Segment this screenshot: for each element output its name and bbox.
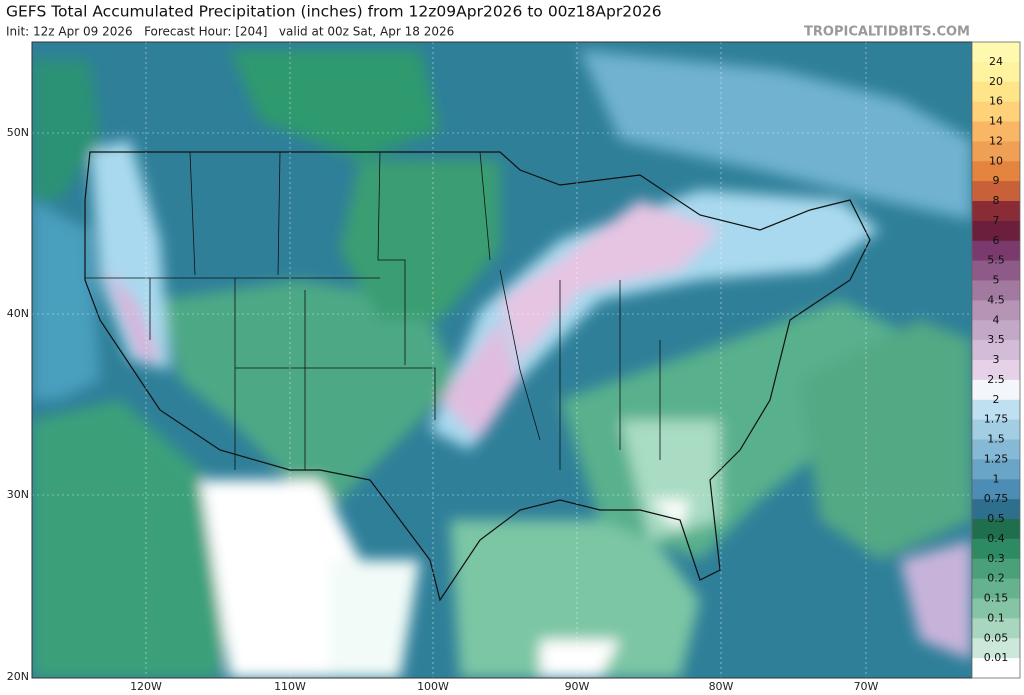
colorbar-swatch [972, 181, 1020, 202]
colorbar-label: 24 [989, 55, 1003, 68]
colorbar-label: 10 [989, 154, 1003, 167]
colorbar-swatch [972, 101, 1020, 122]
colorbar-swatch [972, 618, 1020, 639]
colorbar-label: 0.15 [984, 592, 1009, 605]
lon-label: 100W [417, 680, 449, 693]
colorbar-swatch [972, 379, 1020, 401]
site-credit: TROPICALTIDBITS.COM [804, 25, 970, 40]
init-line: Init: 12z Apr 09 2026 Forecast Hour: [20… [6, 25, 454, 39]
colorbar-label: 0.4 [987, 532, 1005, 545]
colorbar-label: 3 [993, 353, 1000, 366]
lon-label: 80W [709, 680, 734, 693]
colorbar-label: 6 [993, 234, 1000, 247]
colorbar-swatch [972, 61, 1020, 83]
lon-label: 70W [854, 680, 879, 693]
colorbar-label: 1 [993, 472, 1000, 485]
colorbar-label: 5 [993, 274, 1000, 287]
colorbar-swatch [972, 280, 1020, 301]
colorbar-label: 0.5 [987, 512, 1005, 525]
colorbar: 24 20 16 14 12 10 9 8 7 6 5.5 5 4.5 4 3.5 3 2.5 2 1.75 1.5 1… [971, 41, 1021, 679]
precip-map [32, 42, 972, 678]
colorbar-label: 4.5 [987, 293, 1005, 306]
colorbar-swatch [972, 499, 1020, 520]
colorbar-swatch [972, 141, 1020, 162]
colorbar-label: 1.5 [987, 433, 1005, 446]
colorbar-swatch [972, 399, 1020, 421]
lat-label: 30N [7, 488, 29, 501]
colorbar-label: 5.5 [987, 254, 1005, 267]
colorbar-swatch [972, 538, 1020, 560]
colorbar-swatch [972, 360, 1020, 381]
colorbar-label: 1.75 [984, 413, 1009, 426]
colorbar-label: 1.25 [984, 452, 1009, 465]
colorbar-swatch [972, 638, 1020, 659]
lon-label: 90W [565, 680, 590, 693]
colorbar-label: 0.75 [984, 492, 1009, 505]
lat-label: 50N [7, 126, 29, 139]
colorbar-label: 3.5 [987, 333, 1005, 346]
colorbar-label: 0.1 [987, 611, 1005, 624]
colorbar-swatch [972, 479, 1020, 500]
colorbar-swatch [972, 439, 1020, 460]
colorbar-swatch [972, 419, 1020, 440]
colorbar-swatch [972, 558, 1020, 580]
colorbar-swatch [972, 260, 1020, 281]
colorbar-swatch [972, 519, 1020, 540]
colorbar-label: 8 [993, 194, 1000, 207]
colorbar-swatch [972, 220, 1020, 242]
colorbar-swatch [972, 658, 1020, 679]
colorbar-label: 0.3 [987, 552, 1005, 565]
borders [84, 151, 871, 602]
colorbar-label: 2 [993, 393, 1000, 406]
colorbar-swatch [972, 240, 1020, 262]
lon-label: 120W [130, 680, 162, 693]
lat-label: 20N [7, 670, 29, 683]
colorbar-swatch [972, 578, 1020, 599]
colorbar-label: 0.2 [987, 572, 1005, 585]
colorbar-label: 14 [989, 115, 1003, 128]
lat-labels: 50N 40N 30N 20N [7, 126, 29, 683]
colorbar-label: 12 [989, 134, 1003, 147]
colorbar-label: 16 [989, 95, 1003, 108]
colorbar-label: 9 [993, 174, 1000, 187]
colorbar-swatch [972, 459, 1020, 480]
lon-labels: 120W 110W 100W 90W 80W 70W [130, 680, 878, 693]
colorbar-label: 0.05 [984, 631, 1009, 644]
graticule [32, 42, 972, 678]
colorbar-swatch [972, 201, 1020, 222]
colorbar-label: 0.01 [984, 651, 1009, 664]
colorbar-swatch [972, 340, 1020, 361]
colorbar-label: 4 [993, 313, 1000, 326]
title: GEFS Total Accumulated Precipitation (in… [6, 3, 662, 21]
lon-label: 110W [274, 680, 306, 693]
colorbar-swatch [972, 300, 1020, 321]
colorbar-label: 7 [993, 214, 1000, 227]
lat-label: 40N [7, 307, 29, 320]
colorbar-swatch [972, 320, 1020, 341]
colorbar-swatch [972, 161, 1020, 182]
colorbar-frame [971, 41, 1021, 679]
colorbar-label: 2.5 [987, 373, 1005, 386]
colorbar-swatch [972, 42, 1020, 63]
colorbar-swatch [972, 598, 1020, 619]
colorbar-swatch [972, 81, 1020, 103]
colorbar-swatch [972, 121, 1020, 142]
colorbar-label: 20 [989, 75, 1003, 88]
